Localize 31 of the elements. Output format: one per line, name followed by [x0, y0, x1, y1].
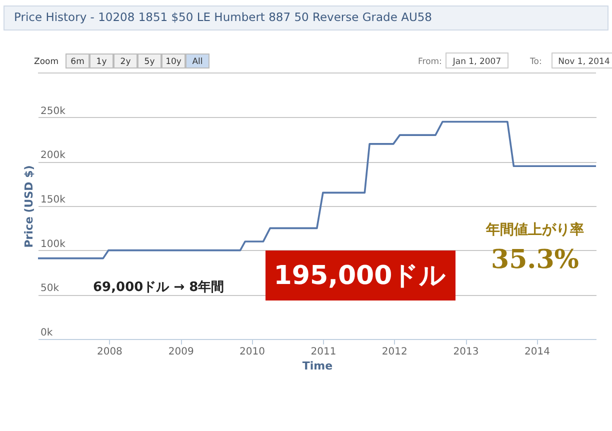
text: 1y: [96, 57, 107, 67]
text: 2y: [120, 57, 131, 67]
annotation: 195,000ドル: [274, 261, 446, 291]
chart-title: Price History - 10208 1851 $50 LE Humbert 887 50 Reverse Grade AU58: [14, 10, 432, 24]
x-tick-label: 2012: [382, 346, 408, 358]
x-tick-label: 2010: [240, 346, 265, 358]
y-tick-label: 150k: [40, 194, 66, 206]
y-tick-label: 50k: [40, 283, 60, 294]
y-tick-label: 100k: [40, 238, 66, 250]
x-tick-label: 2008: [96, 346, 122, 358]
text: All: [192, 57, 203, 67]
x-tick-label: 2011: [310, 346, 336, 358]
y-tick-label: 250k: [40, 106, 66, 117]
y-tick-label: 200k: [40, 150, 66, 162]
text: Nov 1, 2014: [558, 57, 610, 67]
x-tick-label: 2009: [168, 346, 194, 358]
text: From:: [418, 57, 442, 67]
annotation: 69,000ドル → 8年間: [93, 280, 224, 295]
y-tick-label: 0k: [40, 328, 53, 338]
text: 10y: [166, 57, 182, 67]
text: 5y: [144, 57, 155, 67]
text: To:: [529, 57, 542, 67]
text: Zoom: [34, 57, 59, 67]
annotation: 年間値上がり率: [485, 221, 584, 238]
x-axis-title: Time: [302, 360, 333, 372]
x-tick-label: 2014: [524, 346, 550, 358]
x-tick-label: 2013: [453, 346, 479, 358]
text: 6m: [70, 57, 84, 67]
text: Jan 1, 2007: [452, 57, 502, 67]
annotation: 35.3%: [490, 245, 580, 275]
y-axis-title: Price (USD $): [22, 165, 36, 248]
